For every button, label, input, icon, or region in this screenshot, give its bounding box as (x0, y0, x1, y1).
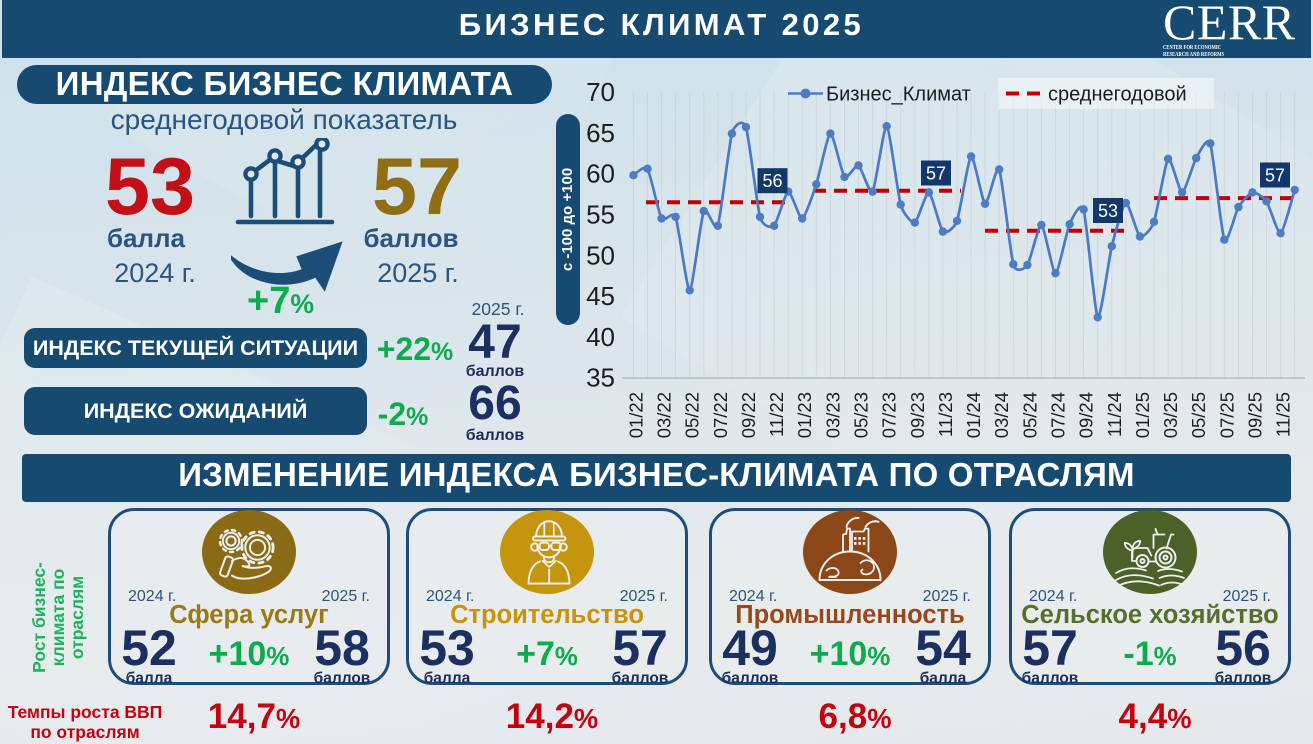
svg-text:03/22: 03/22 (654, 392, 675, 438)
svg-text:07/22: 07/22 (710, 392, 731, 438)
svg-text:35: 35 (586, 363, 615, 393)
svg-text:45: 45 (586, 281, 615, 311)
svg-text:05/22: 05/22 (682, 392, 703, 438)
svg-text:40: 40 (586, 322, 615, 352)
svg-text:01/22: 01/22 (625, 392, 646, 438)
svg-text:55: 55 (586, 199, 615, 229)
svg-text:65: 65 (586, 118, 615, 148)
svg-text:50: 50 (586, 240, 615, 270)
svg-text:60: 60 (586, 159, 615, 189)
